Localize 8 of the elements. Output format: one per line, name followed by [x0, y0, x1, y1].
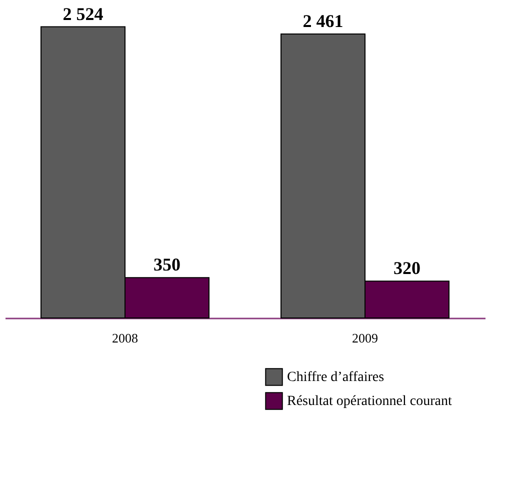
- data-label: 2 461: [302, 11, 344, 32]
- data-label: 350: [154, 254, 180, 275]
- legend-label: Résultat opérationnel courant: [287, 394, 452, 409]
- data-label: 320: [394, 258, 420, 278]
- legend-label: Chiffre d’affaires: [287, 370, 384, 385]
- data-label: 2 524: [62, 4, 104, 24]
- x-tick-label: 2008: [112, 330, 138, 346]
- x-tick-label: 2009: [352, 330, 378, 346]
